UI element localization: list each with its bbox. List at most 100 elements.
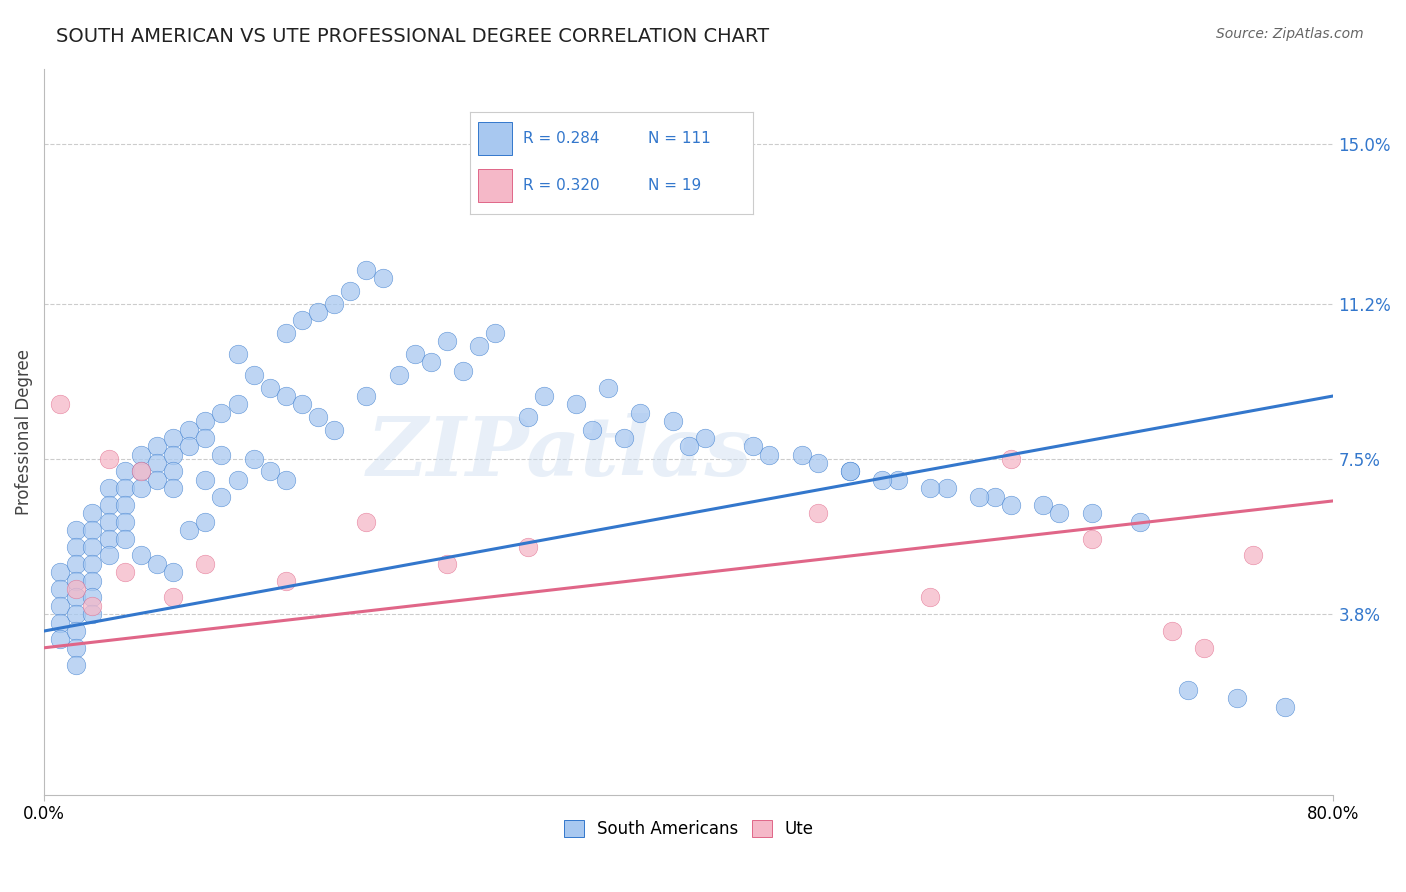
Point [82,591,104,605]
Point [97,532,120,546]
Point [1047,507,1070,521]
Point [49,632,72,647]
Point [162,591,184,605]
Point [65,640,87,655]
Point [758,448,780,462]
Point [114,498,136,512]
Point [242,451,264,466]
Point [242,368,264,382]
Point [484,326,506,340]
Point [1000,451,1022,466]
Point [65,523,87,537]
Point [516,409,538,424]
Point [678,439,700,453]
Point [65,607,87,622]
Point [162,566,184,580]
Point [613,431,636,445]
Point [1226,691,1249,706]
Point [65,557,87,571]
Point [194,414,217,428]
Point [146,557,169,571]
Point [179,523,201,537]
Point [565,397,588,411]
Point [371,271,394,285]
Point [661,414,683,428]
Point [146,473,169,487]
Point [97,498,120,512]
Point [291,313,314,327]
Point [97,549,120,563]
Point [356,515,378,529]
Point [451,364,474,378]
Point [49,397,72,411]
Point [807,456,830,470]
Text: SOUTH AMERICAN VS UTE PROFESSIONAL DEGREE CORRELATION CHART: SOUTH AMERICAN VS UTE PROFESSIONAL DEGRE… [56,27,769,45]
Point [1274,699,1296,714]
Point [356,389,378,403]
Point [628,406,651,420]
Point [194,473,217,487]
Point [274,574,297,588]
Text: Source: ZipAtlas.com: Source: ZipAtlas.com [1216,27,1364,41]
Point [1080,507,1102,521]
Point [65,574,87,588]
Point [1000,498,1022,512]
Point [307,305,329,319]
Point [419,355,441,369]
Point [114,566,136,580]
Point [598,380,620,394]
Point [1161,624,1184,638]
Point [920,481,942,495]
Point [323,423,346,437]
Point [97,451,120,466]
Point [65,657,87,672]
Point [388,368,411,382]
Point [436,557,458,571]
Point [226,473,249,487]
Point [146,439,169,453]
Point [114,481,136,495]
Point [82,557,104,571]
Point [468,338,491,352]
Point [581,423,603,437]
Point [742,439,765,453]
Point [49,566,72,580]
Point [339,284,361,298]
Point [516,540,538,554]
Point [870,473,893,487]
Point [129,549,152,563]
Point [179,439,201,453]
Point [259,380,281,394]
Point [209,448,232,462]
Point [82,607,104,622]
Point [404,347,426,361]
Point [162,465,184,479]
Point [838,465,860,479]
Point [65,591,87,605]
Point [935,481,957,495]
Point [114,515,136,529]
Point [65,540,87,554]
Point [274,473,297,487]
Point [436,334,458,349]
Point [162,481,184,495]
Point [97,481,120,495]
Point [1177,682,1199,697]
Point [209,406,232,420]
Point [114,465,136,479]
Point [194,431,217,445]
Point [920,591,942,605]
Point [1129,515,1152,529]
Point [82,507,104,521]
Point [259,465,281,479]
Point [807,507,830,521]
Point [146,456,169,470]
Point [1032,498,1054,512]
Point [274,389,297,403]
Point [693,431,716,445]
Point [790,448,813,462]
Point [129,448,152,462]
Point [49,615,72,630]
Point [82,540,104,554]
Point [82,574,104,588]
